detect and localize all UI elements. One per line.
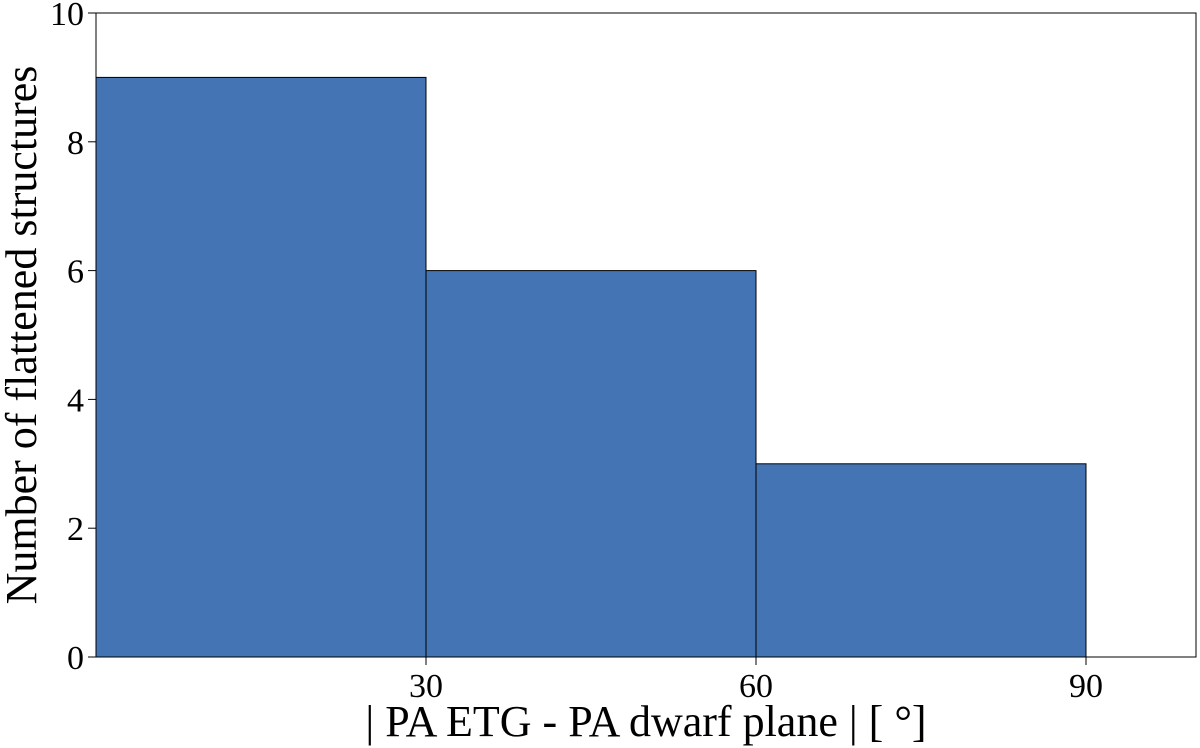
y-tick-label: 0 [67, 640, 84, 677]
y-tick-label: 8 [67, 125, 84, 162]
x-tick-label: 90 [1069, 668, 1103, 705]
x-tick-label: 30 [409, 668, 443, 705]
bar [95, 76, 427, 658]
y-tick-label: 2 [67, 511, 84, 548]
plot-frame [95, 12, 1197, 658]
y-tick-label: 4 [67, 382, 84, 419]
x-axis-label: | PA ETG - PA dwarf plane | [ °] [365, 697, 926, 746]
bar [425, 270, 757, 658]
bar [755, 463, 1087, 658]
y-tick-label: 6 [67, 254, 84, 291]
y-axis-label: Number of flattened structures [0, 66, 46, 605]
y-tick-label: 10 [50, 0, 84, 33]
x-tick-label: 60 [739, 668, 773, 705]
